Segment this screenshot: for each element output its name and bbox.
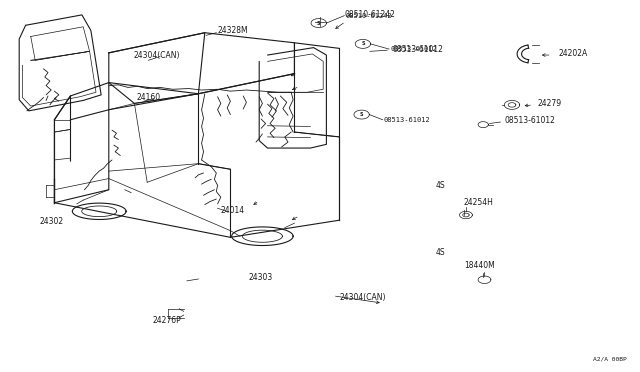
- Text: 24328M: 24328M: [218, 26, 248, 35]
- Text: 08513-61012: 08513-61012: [384, 117, 431, 123]
- Text: 24202A: 24202A: [559, 49, 588, 58]
- Text: 08513-61012: 08513-61012: [392, 45, 443, 54]
- Text: 18440M: 18440M: [464, 262, 495, 270]
- Text: 24279: 24279: [538, 99, 562, 108]
- Text: 24304(CAN): 24304(CAN): [339, 293, 386, 302]
- Text: S: S: [360, 112, 364, 117]
- Text: S: S: [361, 41, 365, 46]
- Text: 24276P: 24276P: [152, 316, 181, 325]
- Text: 08513-61012: 08513-61012: [390, 46, 437, 52]
- Text: 24304(CAN): 24304(CAN): [133, 51, 180, 60]
- Text: 24160: 24160: [136, 93, 161, 102]
- Text: 08510-61242: 08510-61242: [346, 13, 392, 19]
- Text: 4S: 4S: [435, 248, 445, 257]
- Text: 24014: 24014: [221, 206, 245, 215]
- Text: 24303: 24303: [248, 273, 273, 282]
- Text: 24254H: 24254H: [464, 198, 494, 207]
- Text: A2/A 00BP: A2/A 00BP: [593, 356, 627, 362]
- Text: 08510-61242: 08510-61242: [344, 10, 395, 19]
- Text: 4S: 4S: [435, 182, 445, 190]
- Text: S: S: [317, 20, 321, 26]
- Text: 08513-61012: 08513-61012: [504, 116, 555, 125]
- Text: 24302: 24302: [40, 217, 64, 226]
